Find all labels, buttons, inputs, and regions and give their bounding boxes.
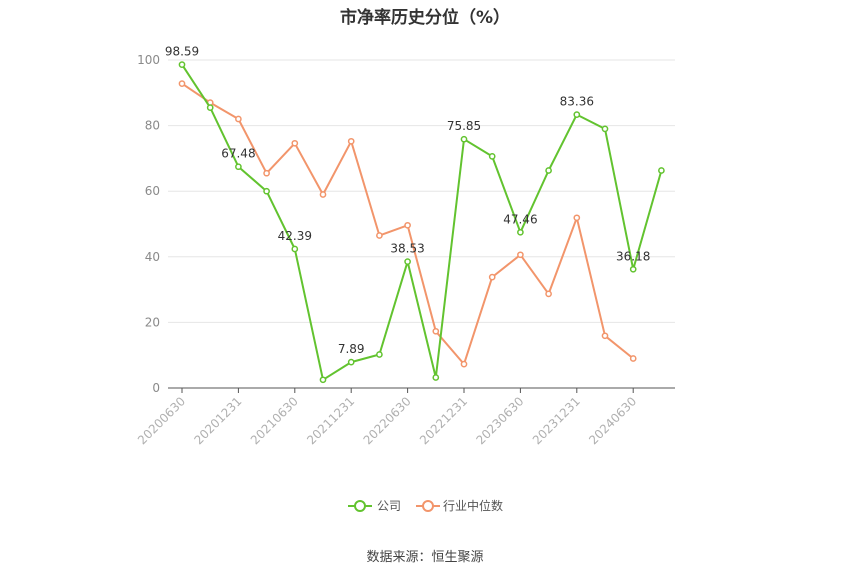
x-tick-label: 20220630 [361,394,414,447]
data-point[interactable] [629,265,637,273]
data-label: 83.36 [560,95,594,109]
data-point[interactable] [291,139,299,147]
x-tick-label: 20211231 [304,394,357,447]
data-point[interactable] [545,167,552,174]
legend-marker-0[interactable] [354,500,366,512]
data-point[interactable] [178,80,186,87]
x-tick-label: 20201231 [191,394,244,447]
data-label: 67.48 [221,147,255,161]
data-point[interactable] [235,163,242,171]
data-point[interactable] [263,169,270,177]
data-label: 36.18 [616,249,650,263]
x-tick-label: 20200630 [135,394,188,447]
data-point[interactable] [460,135,468,143]
data-point[interactable] [601,332,609,340]
legend-marker-1[interactable] [422,500,434,512]
y-tick-label: 40 [145,250,160,264]
x-tick-label: 20210630 [248,394,301,447]
data-point[interactable] [291,245,299,253]
series-line-0 [181,64,663,381]
grid-lines [168,59,675,323]
x-tick-label: 20231231 [530,394,583,447]
y-tick-label: 100 [137,53,160,67]
data-point[interactable] [347,137,355,145]
data-point[interactable] [404,258,411,265]
y-tick-label: 0 [152,381,160,395]
data-point[interactable] [488,273,496,281]
x-tick-label: 20240630 [586,394,639,447]
data-point[interactable] [432,327,440,335]
data-label: 98.59 [165,45,199,59]
data-point[interactable] [347,358,355,366]
data-point[interactable] [404,221,411,229]
data-point[interactable] [601,125,609,133]
data-point[interactable] [517,251,524,259]
y-tick-label: 60 [145,184,160,198]
legend-label-0[interactable]: 公司 [377,499,401,513]
source-note: 数据来源：恒生聚源 [366,550,484,565]
x-tick-label: 20221231 [417,394,470,447]
data-point[interactable] [460,360,468,368]
data-point[interactable] [376,351,383,358]
data-point[interactable] [517,228,524,236]
data-point[interactable] [629,355,637,362]
data-point[interactable] [206,104,214,111]
x-tick-label: 20230630 [473,394,526,447]
data-labels: 98.59 67.48 42.39 7.89 38.53 75.85 47.46 83.36 3… [165,45,651,356]
data-label: 47.46 [503,212,537,226]
data-point[interactable] [376,232,383,239]
series-group [178,61,665,384]
data-point[interactable] [178,61,186,68]
data-point[interactable] [319,191,327,198]
data-label: 7.89 [338,342,365,356]
legend-label-1[interactable]: 行业中位数 [443,498,503,513]
data-point[interactable] [263,187,270,195]
y-tick-label: 80 [145,119,160,133]
data-point[interactable] [573,111,581,118]
legend: 公司 行业中位数 [348,498,503,513]
data-point[interactable] [545,290,552,298]
data-point[interactable] [573,214,581,222]
y-tick-label: 20 [145,315,160,329]
data-label: 42.39 [278,229,312,243]
data-label: 75.85 [447,119,481,133]
data-point[interactable] [658,167,665,174]
data-point[interactable] [488,153,496,160]
data-point[interactable] [319,376,327,384]
data-label: 38.53 [390,242,424,256]
chart-title: 市净率历史分位（%） [339,8,511,28]
data-point[interactable] [432,374,440,381]
data-point[interactable] [235,115,242,123]
